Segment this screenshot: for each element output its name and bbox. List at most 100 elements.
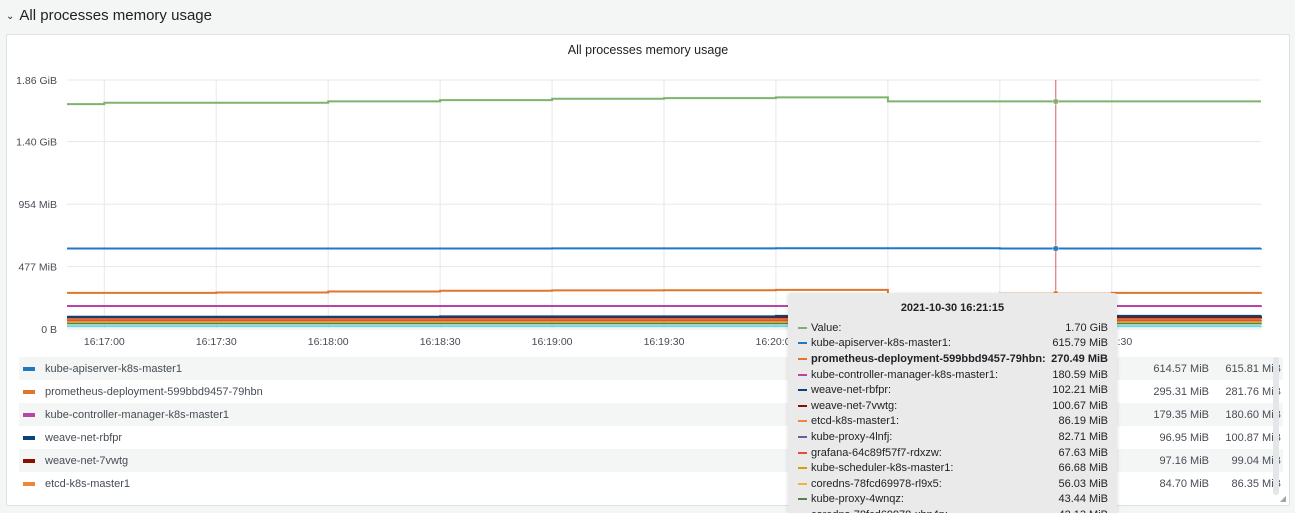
tooltip-series-value: 102.21 MiB <box>1052 384 1108 397</box>
tooltip-swatch <box>798 326 807 329</box>
tooltip-series-value: 66.68 MiB <box>1058 462 1108 475</box>
memory-line-chart[interactable]: 0 B 477 MiB 954 MiB 1.40 GiB 1.86 GiB 16:17:0… <box>7 35 1290 355</box>
tooltip-row: prometheus-deployment-599bbd9457-79hbn: 2… <box>788 351 1117 367</box>
tooltip-series-value: 1.70 GiB <box>1065 321 1108 334</box>
tooltip-swatch <box>798 482 807 485</box>
y-tick-label: 477 MiB <box>18 262 57 274</box>
legend-swatch[interactable] <box>23 366 35 371</box>
tooltip-series-value: 615.79 MiB <box>1052 337 1108 350</box>
x-tick-label: 16:17:00 <box>84 336 125 348</box>
row-header[interactable]: ⌄ All processes memory usage <box>6 4 212 26</box>
tooltip-row: weave-net-7vwtg: 100.67 MiB <box>788 398 1117 414</box>
y-tick-label: 1.86 GiB <box>16 75 57 87</box>
legend-value-2: 615.81 MiB <box>1225 362 1281 375</box>
series-line-value <box>67 96 1261 106</box>
chevron-down-icon[interactable]: ⌄ <box>6 10 15 22</box>
tooltip-series-value: 42.13 MiB <box>1058 509 1108 513</box>
legend-series-name[interactable]: kube-apiserver-k8s-master1 <box>45 362 182 375</box>
x-tick-label: 16:19:30 <box>644 336 685 348</box>
tooltip-series-name: grafana-64c89f57f7-rdxzw: <box>811 446 942 459</box>
legend-swatch[interactable] <box>23 412 35 417</box>
tooltip-series-name: prometheus-deployment-599bbd9457-79hbn: <box>811 352 1046 365</box>
legend-value-2: 86.35 MiB <box>1231 477 1281 490</box>
hover-point-marker <box>1052 245 1060 252</box>
tooltip-row: kube-scheduler-k8s-master1: 66.68 MiB <box>788 460 1117 476</box>
y-tick-label: 0 B <box>41 324 57 336</box>
tooltip-row: Value: 1.70 GiB <box>788 320 1117 336</box>
tooltip-swatch <box>798 451 807 454</box>
legend-series-name[interactable]: etcd-k8s-master1 <box>45 477 130 490</box>
legend-swatch[interactable] <box>23 389 35 394</box>
y-tick-label: 1.40 GiB <box>16 137 57 149</box>
tooltip-swatch <box>798 498 807 501</box>
legend-series-name[interactable]: prometheus-deployment-599bbd9457-79hbn <box>45 385 263 398</box>
x-tick-label: 16:18:30 <box>420 336 461 348</box>
legend-value-1: 97.16 MiB <box>1159 454 1209 467</box>
tooltip-row: kube-proxy-4wnqz: 43.44 MiB <box>788 492 1117 508</box>
tooltip-swatch <box>798 435 807 438</box>
legend-item[interactable]: prometheus-deployment-599bbd9457-79hbn 29… <box>19 380 1283 403</box>
y-tick-label: 954 MiB <box>18 199 57 211</box>
tooltip-series-name: kube-scheduler-k8s-master1: <box>811 462 954 475</box>
legend-item[interactable]: etcd-k8s-master1 84.70 MiB 86.35 MiB <box>19 472 1283 495</box>
legend-series-name[interactable]: kube-controller-manager-k8s-master1 <box>45 408 230 421</box>
tooltip-row: etcd-k8s-master1: 86.19 MiB <box>788 414 1117 430</box>
tooltip-row: weave-net-rbfpr: 102.21 MiB <box>788 382 1117 398</box>
tooltip-series-name: kube-apiserver-k8s-master1: <box>811 337 951 350</box>
legend-swatch[interactable] <box>23 435 35 440</box>
legend-swatch[interactable] <box>23 458 35 463</box>
panel-title[interactable]: All processes memory usage <box>567 43 729 57</box>
x-tick-label: 16:19:00 <box>532 336 573 348</box>
series-line-weave-net-rbfpr <box>67 314 1262 318</box>
tooltip-series-name: kube-controller-manager-k8s-master1: <box>811 368 999 381</box>
graph-tooltip: 2021-10-30 16:21:15 Value: 1.70 GiB kube-a… <box>788 293 1117 513</box>
legend-value-2: 99.04 MiB <box>1231 454 1281 467</box>
legend-value-2: 100.87 MiB <box>1225 431 1281 444</box>
x-tick-label: 16:17:30 <box>196 336 237 348</box>
tooltip-series-value: 180.59 MiB <box>1052 368 1108 381</box>
tooltip-series-name: weave-net-7vwtg: <box>811 399 898 412</box>
legend-series-name[interactable]: weave-net-rbfpr <box>45 431 123 444</box>
tooltip-series-name: coredns-78fcd69978-rl9x5: <box>811 477 942 490</box>
x-tick-label: 16:18:00 <box>308 336 349 348</box>
tooltip-row: kube-proxy-4lnfj: 82.71 MiB <box>788 429 1117 445</box>
series-line-kube-controller-manager-k8s-master1 <box>67 305 1262 307</box>
graph-panel: All processes memory usage 0 B 477 MiB 954… <box>6 34 1290 506</box>
legend-scrollbar[interactable] <box>1273 357 1279 495</box>
tooltip-series-value: 86.19 MiB <box>1058 415 1108 428</box>
tooltip-series-name: coredns-78fcd69978-xbn4p: <box>811 509 1058 513</box>
legend-value-1: 179.35 MiB <box>1153 408 1209 421</box>
tooltip-row: kube-apiserver-k8s-master1: 615.79 MiB <box>788 336 1117 352</box>
row-title: All processes memory usage <box>19 6 212 24</box>
x-tick-label: 16:20:00 <box>756 336 797 348</box>
tooltip-swatch <box>798 342 807 345</box>
tooltip-series-value: 43.44 MiB <box>1058 493 1108 506</box>
legend-value-2: 180.60 MiB <box>1225 408 1281 421</box>
legend-value-1: 84.70 MiB <box>1159 477 1209 490</box>
tooltip-series-name: etcd-k8s-master1: <box>811 415 900 428</box>
resize-handle-icon[interactable]: ◢ <box>1279 494 1286 503</box>
legend-value-1: 295.31 MiB <box>1153 385 1209 398</box>
legend-value-2: 281.76 MiB <box>1225 385 1281 398</box>
tooltip-series-value: 67.63 MiB <box>1058 446 1108 459</box>
tooltip-row: kube-controller-manager-k8s-master1: 180.… <box>788 367 1117 383</box>
tooltip-series-value: 82.71 MiB <box>1058 430 1108 443</box>
tooltip-series-value: 270.49 MiB <box>1051 352 1108 365</box>
tooltip-series-name: kube-proxy-4wnqz: <box>811 493 904 506</box>
legend-item[interactable]: weave-net-rbfpr 96.95 MiB 100.87 MiB <box>19 426 1283 449</box>
tooltip-swatch <box>798 404 807 407</box>
legend-value-1: 614.57 MiB <box>1153 362 1209 375</box>
tooltip-swatch <box>798 467 807 470</box>
tooltip-swatch <box>798 389 807 392</box>
tooltip-swatch <box>798 373 807 376</box>
hover-point-marker <box>1052 98 1060 105</box>
legend-series-name[interactable]: weave-net-7vwtg <box>45 454 129 467</box>
legend-swatch[interactable] <box>23 481 35 486</box>
tooltip-row: coredns-78fcd69978-rl9x5: 56.03 MiB <box>788 476 1117 492</box>
tooltip-series-value: 100.67 MiB <box>1052 399 1108 412</box>
tooltip-swatch <box>798 420 807 423</box>
tooltip-time: 2021-10-30 16:21:15 <box>900 302 1005 314</box>
legend-value-1: 96.95 MiB <box>1159 431 1209 444</box>
tooltip-row: coredns-78fcd69978-xbn4p:42.13 MiB <box>788 507 1117 513</box>
tooltip-series-name: kube-proxy-4lnfj: <box>811 430 893 443</box>
